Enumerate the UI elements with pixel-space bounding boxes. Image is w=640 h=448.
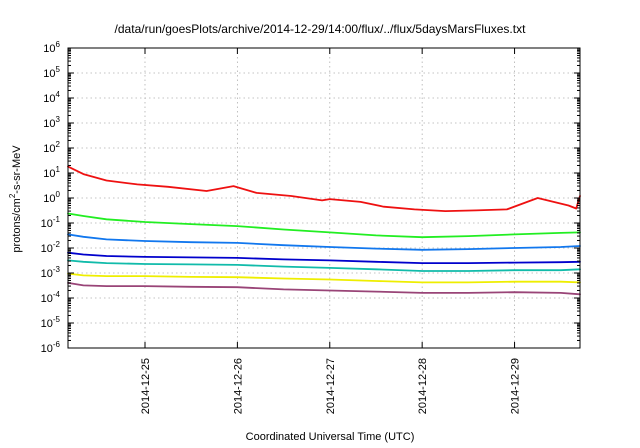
y-tick-label: 10-3: [41, 265, 61, 280]
x-tick-label: 2014-12-26: [232, 358, 244, 414]
y-tick-label: 101: [43, 165, 60, 180]
y-axis-label-base: protons/cm: [11, 198, 23, 252]
y-axis: 10-6 10-5 10-4 10-3 10-2 10-1 100 101 102 103 104 1…: [41, 40, 580, 355]
y-tick-label: 10-4: [41, 290, 61, 305]
y-tick-label: 102: [43, 140, 60, 155]
plot-series-group: [67, 165, 581, 296]
y-tick-label: 100: [43, 190, 60, 205]
series-line-4: [67, 251, 581, 265]
series-line-5: [67, 259, 581, 272]
series-line-3: [67, 233, 581, 251]
series-line-7: [67, 281, 581, 296]
y-tick-label: 10-6: [41, 340, 61, 355]
chart-title: /data/run/goesPlots/archive/2014-12-29/1…: [115, 22, 527, 36]
x-tick-label: 2014-12-29: [510, 358, 522, 414]
y-axis-label-rest: -s-sr-MeV: [11, 145, 23, 194]
y-tick-label: 103: [43, 115, 60, 130]
y-axis-label: protons/cm2-s-sr-MeV: [8, 145, 23, 253]
x-axis-label: Coordinated Universal Time (UTC): [246, 431, 415, 443]
y-axis-label-superscript: 2: [8, 193, 17, 198]
y-tick-label: 10-2: [41, 240, 61, 255]
series-line-1: [67, 165, 581, 213]
series-line-2: [67, 212, 581, 239]
x-tick-label: 2014-12-27: [325, 358, 337, 414]
y-tick-label: 10-1: [41, 215, 61, 230]
y-tick-label: 105: [43, 65, 60, 80]
series-line-6: [67, 272, 581, 284]
x-axis: 2014-12-25 2014-12-26 2014-12-27 2014-12-28…: [140, 48, 522, 414]
y-tick-label: 106: [43, 40, 60, 55]
y-tick-label: 104: [43, 90, 60, 105]
x-tick-label: 2014-12-28: [417, 358, 429, 414]
y-tick-label: 10-5: [41, 315, 61, 330]
x-tick-label: 2014-12-25: [140, 358, 152, 414]
grid-lines: [68, 48, 580, 348]
